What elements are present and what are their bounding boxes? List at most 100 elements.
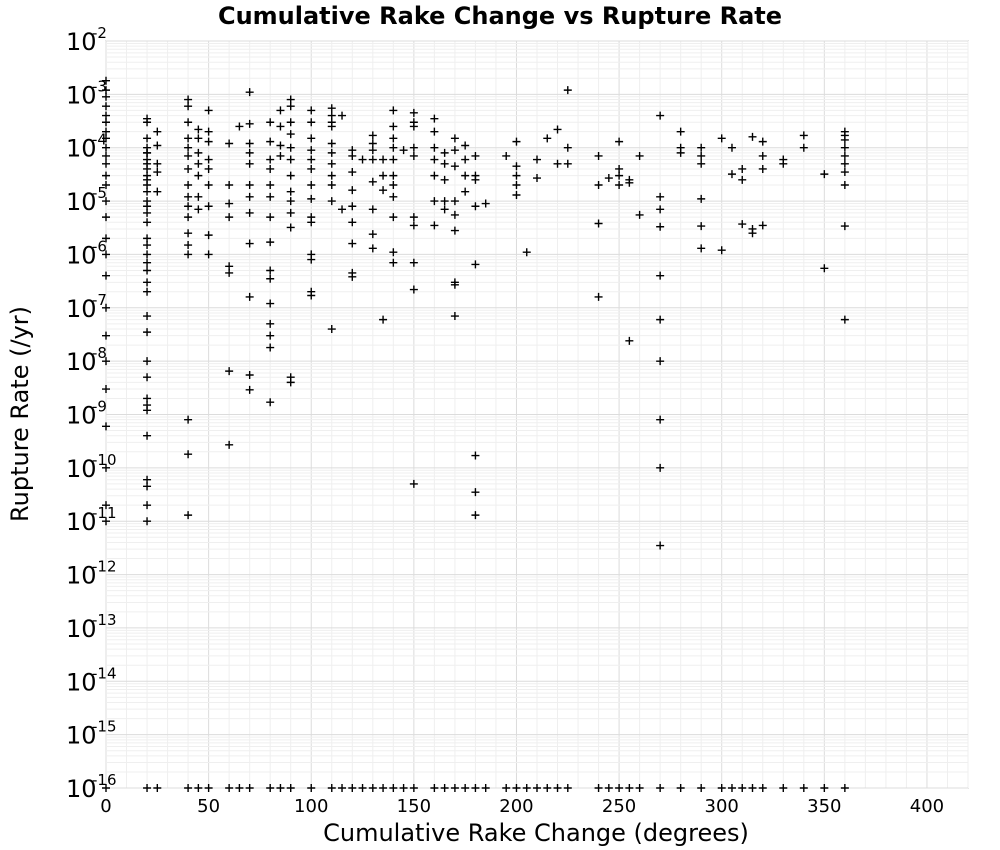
data-point <box>840 222 849 231</box>
data-point <box>153 187 162 196</box>
data-point <box>286 155 295 164</box>
data-point <box>204 155 213 164</box>
data-point <box>143 475 152 484</box>
y-tick-label: 10-8 <box>66 344 107 376</box>
data-point <box>245 239 254 248</box>
data-point <box>635 784 644 792</box>
data-point <box>102 76 110 85</box>
data-point <box>697 784 706 792</box>
data-point <box>697 244 706 253</box>
data-point <box>204 164 213 173</box>
y-tick-exponent: -15 <box>92 718 117 736</box>
data-point <box>727 170 736 179</box>
data-point <box>194 148 203 157</box>
data-point <box>409 143 418 152</box>
data-point <box>399 146 408 155</box>
data-point <box>389 192 398 201</box>
data-point <box>327 181 336 190</box>
data-point <box>738 175 747 184</box>
data-point <box>307 155 316 164</box>
data-point <box>143 118 152 127</box>
data-point <box>368 244 377 253</box>
y-tick-exponent: -12 <box>92 558 117 576</box>
data-point <box>656 357 665 366</box>
data-point <box>143 218 152 227</box>
data-point <box>143 266 152 275</box>
data-point <box>245 181 254 190</box>
data-point <box>615 181 624 190</box>
data-point <box>225 139 234 148</box>
data-point <box>286 102 295 111</box>
data-point <box>368 155 377 164</box>
data-point <box>717 784 726 792</box>
data-point <box>286 143 295 152</box>
data-point <box>266 192 275 201</box>
data-point <box>738 784 747 792</box>
data-point <box>471 784 480 792</box>
data-point <box>820 784 829 792</box>
data-point <box>471 260 480 269</box>
data-point <box>184 229 193 238</box>
data-point <box>553 159 562 168</box>
data-point <box>245 370 254 379</box>
data-point <box>430 171 439 180</box>
data-point <box>379 171 388 180</box>
data-point <box>245 292 254 301</box>
data-point <box>143 241 152 250</box>
data-point <box>450 197 459 206</box>
data-point <box>368 131 377 140</box>
x-tick-label: 350 <box>807 796 841 817</box>
data-point <box>430 114 439 123</box>
data-point <box>450 162 459 171</box>
data-point <box>430 784 439 792</box>
data-point <box>512 784 521 792</box>
data-point <box>471 175 480 184</box>
data-point <box>389 171 398 180</box>
data-point <box>184 192 193 201</box>
data-point <box>276 141 285 150</box>
data-point <box>266 784 275 792</box>
data-point <box>102 181 110 190</box>
data-point <box>656 192 665 201</box>
data-point <box>389 106 398 115</box>
data-point <box>409 122 418 131</box>
data-point <box>102 784 110 792</box>
data-point <box>235 784 244 792</box>
data-point <box>840 181 849 190</box>
x-tick-label: 250 <box>602 796 636 817</box>
data-point <box>245 208 254 217</box>
data-point <box>604 174 613 183</box>
data-point <box>450 312 459 321</box>
data-point <box>389 784 398 792</box>
data-point <box>840 315 849 324</box>
y-tick-label: 10-15 <box>66 718 117 750</box>
data-point <box>738 220 747 229</box>
data-point <box>779 784 788 792</box>
data-point <box>143 134 152 143</box>
data-point <box>799 143 808 152</box>
data-point <box>461 187 470 196</box>
data-point <box>840 784 849 792</box>
data-point <box>102 171 110 180</box>
data-point <box>204 127 213 136</box>
x-tick-label: 0 <box>100 796 111 817</box>
y-tick-base: 10 <box>66 241 97 269</box>
data-point <box>184 250 193 259</box>
data-point <box>143 278 152 287</box>
y-tick-base: 10 <box>66 722 97 750</box>
chart-title: Cumulative Rake Change vs Rupture Rate <box>218 2 782 30</box>
y-tick-base: 10 <box>66 668 97 696</box>
data-point <box>512 137 521 146</box>
data-point <box>461 784 470 792</box>
y-tick-label: 10-3 <box>66 77 107 109</box>
y-tick-label: 10-6 <box>66 237 107 269</box>
data-point <box>153 127 162 136</box>
data-point <box>656 111 665 120</box>
data-point <box>276 106 285 115</box>
data-point <box>204 181 213 190</box>
data-point <box>461 171 470 180</box>
data-point <box>368 784 377 792</box>
data-point <box>563 784 572 792</box>
data-point <box>389 213 398 222</box>
data-point <box>102 271 110 280</box>
